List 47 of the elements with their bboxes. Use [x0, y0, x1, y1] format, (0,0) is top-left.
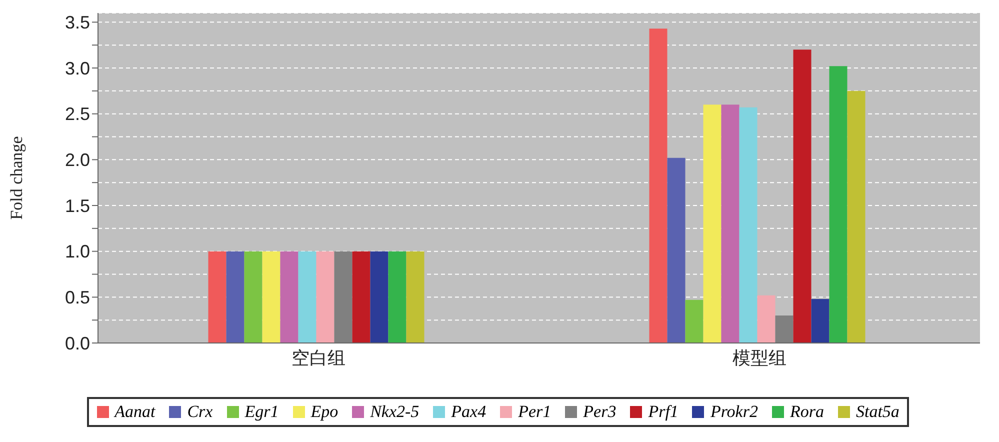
legend-label: Aanat — [112, 402, 156, 422]
bar — [280, 251, 298, 343]
x-tick-label: 空白组 — [292, 348, 346, 369]
legend-label: Crx — [186, 402, 213, 422]
bar — [775, 316, 794, 343]
y-tick-label: 1.0 — [64, 242, 90, 262]
legend-label: Pax4 — [450, 402, 486, 422]
bar — [739, 107, 758, 343]
bar — [298, 251, 316, 343]
y-tick-label: 0.0 — [64, 333, 90, 354]
bar — [334, 251, 352, 343]
bar — [829, 66, 848, 343]
y-tick-label: 3.5 — [64, 12, 90, 33]
bar — [244, 251, 262, 343]
bar — [649, 28, 668, 343]
legend-label: Per3 — [582, 402, 616, 422]
bar — [793, 50, 812, 343]
legend-label: Epo — [310, 402, 338, 422]
bar — [388, 251, 406, 343]
bar — [721, 104, 740, 343]
bar — [685, 300, 704, 343]
bar — [703, 104, 722, 343]
legend-label: Prokr2 — [709, 402, 758, 422]
bar — [757, 295, 776, 343]
y-tick-label: 3.0 — [64, 58, 90, 78]
legend-label: Rora — [788, 402, 824, 422]
bar — [667, 158, 686, 343]
y-tick-label: 0.5 — [64, 288, 90, 308]
bar — [208, 251, 226, 343]
x-tick-label: 模型组 — [732, 348, 786, 369]
bar — [352, 251, 370, 343]
bar — [847, 90, 866, 343]
y-axis-title: Fold change — [7, 136, 26, 220]
bar — [811, 299, 830, 343]
legend-label: Nkx2-5 — [369, 402, 420, 422]
legend-label: Prf1 — [647, 402, 678, 422]
y-tick-label: 2.0 — [64, 150, 90, 170]
y-tick-label: 1.5 — [64, 196, 90, 216]
legend-label: Per1 — [517, 402, 552, 422]
bar — [226, 251, 244, 343]
bar — [370, 251, 388, 343]
bar — [406, 251, 424, 343]
bar — [262, 251, 280, 343]
y-tick-label: 2.5 — [64, 104, 90, 124]
bar — [316, 251, 334, 343]
legend-label: Stat5a — [854, 402, 900, 422]
legend-label: Egr1 — [244, 402, 279, 422]
